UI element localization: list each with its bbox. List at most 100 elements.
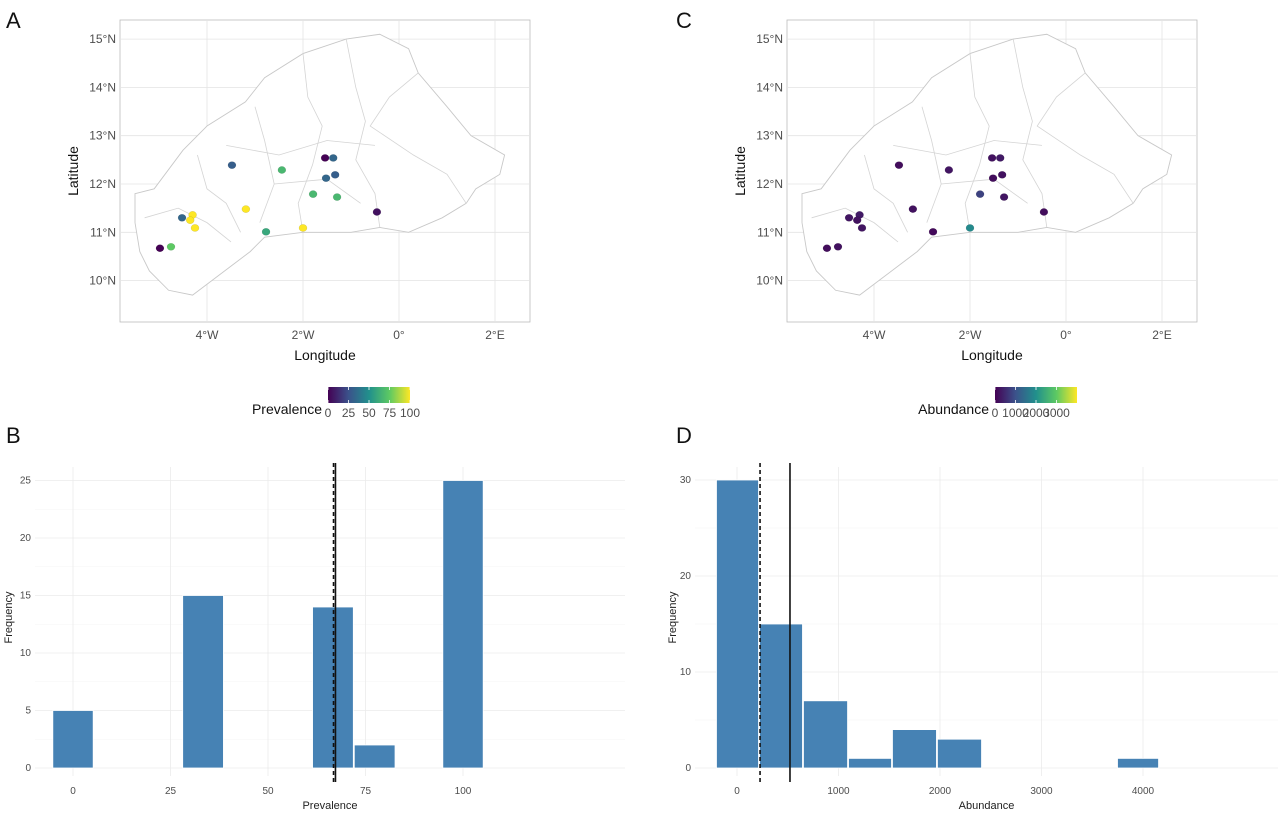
data-point <box>330 170 340 179</box>
y-tick-label: 13°N <box>756 129 783 143</box>
x-tick-label: 25 <box>165 786 177 797</box>
colorbar-tick-label: 25 <box>342 406 356 420</box>
histogram-bar <box>848 758 892 769</box>
y-tick-label: 15°N <box>756 32 783 46</box>
y-tick-label: 10°N <box>89 274 116 288</box>
x-tick-label: 1000 <box>827 786 850 797</box>
data-point <box>928 227 938 236</box>
data-point <box>185 216 195 225</box>
map-abundance: 4°W 2°W 0° 2°E 10°N 11°N 12°N 13°N 14°N 15°N Longi… <box>732 19 1198 420</box>
y-tick-label: 15°N <box>89 32 116 46</box>
histogram-bar <box>937 738 982 769</box>
x-tick-label: 0 <box>734 786 740 797</box>
histogram-bar <box>892 729 937 769</box>
colorbar-tick-label: 1000 <box>1002 406 1029 420</box>
data-point <box>852 216 862 225</box>
x-tick-label: 2°W <box>292 328 315 342</box>
data-point <box>894 161 904 170</box>
y-tick-label: 15 <box>20 591 32 602</box>
region-boundary <box>964 53 990 233</box>
data-point <box>241 205 251 213</box>
legend-title: Prevalence <box>252 401 322 417</box>
data-point <box>944 166 954 174</box>
data-point <box>308 190 318 198</box>
data-point <box>166 242 176 251</box>
legend-title: Abundance <box>918 401 989 417</box>
data-point <box>997 170 1007 179</box>
data-point <box>833 242 843 251</box>
histogram-bar <box>442 480 484 769</box>
histogram-bar <box>759 623 803 769</box>
colorbar-tick-label: 3000 <box>1043 406 1070 420</box>
x-tick-label: 2000 <box>929 786 952 797</box>
x-axis-title: Longitude <box>961 347 1023 363</box>
region-boundary <box>345 39 381 228</box>
y-tick-label: 0 <box>25 763 31 774</box>
data-point <box>177 213 187 222</box>
colorbar-tick-label: 75 <box>383 406 397 420</box>
colorbar <box>328 387 410 403</box>
y-tick-label: 14°N <box>756 80 783 94</box>
data-point <box>190 224 200 232</box>
data-point <box>1039 208 1049 216</box>
x-axis-title: Longitude <box>294 347 356 363</box>
y-tick-label: 20 <box>20 533 32 544</box>
y-tick-label: 10 <box>20 648 32 659</box>
y-tick-label: 10°N <box>756 274 783 288</box>
data-point <box>321 174 331 183</box>
x-tick-label: 3000 <box>1030 786 1053 797</box>
region-boundary <box>864 154 908 233</box>
x-tick-label: 4°W <box>863 328 886 342</box>
region-boundary <box>197 154 241 233</box>
data-point <box>844 213 854 222</box>
region-boundary <box>254 106 275 223</box>
x-tick-label: 2°E <box>485 328 504 342</box>
x-tick-label: 0° <box>393 328 405 342</box>
histogram-bar <box>353 744 396 769</box>
colorbar-tick-label: 0 <box>992 406 999 420</box>
x-axis-title: Prevalence <box>302 800 357 812</box>
panel-label-b: B <box>6 423 21 448</box>
y-tick-label: 20 <box>680 571 692 582</box>
data-point <box>320 154 330 162</box>
y-axis-title: Latitude <box>65 146 81 196</box>
data-point <box>155 244 165 253</box>
x-tick-label: 2°W <box>959 328 982 342</box>
region-boundary <box>1012 39 1048 228</box>
histogram-bar <box>803 700 848 769</box>
data-point <box>857 224 867 232</box>
x-tick-label: 4000 <box>1132 786 1155 797</box>
histogram-abundance: 0 10 20 30 0 1000 2000 3000 4000 Abundance Frequen… <box>667 463 1278 812</box>
y-tick-label: 25 <box>20 476 32 487</box>
data-point <box>277 166 287 174</box>
data-point <box>987 154 997 162</box>
data-point <box>298 224 308 232</box>
x-tick-label: 2°E <box>1152 328 1171 342</box>
data-point <box>995 154 1005 162</box>
region-boundary <box>369 72 467 204</box>
data-point <box>988 174 998 183</box>
data-point <box>965 224 975 232</box>
panel-label-d: D <box>676 423 692 448</box>
region-boundary <box>1036 72 1134 204</box>
x-tick-label: 100 <box>455 786 472 797</box>
histogram-bar <box>52 710 94 769</box>
data-point <box>999 193 1009 201</box>
colorbar-tick-label: 100 <box>400 406 420 420</box>
y-tick-label: 0 <box>685 763 691 774</box>
colorbar-tick-label: 50 <box>362 406 376 420</box>
y-tick-label: 10 <box>680 667 692 678</box>
y-axis-title: Frequency <box>667 591 679 643</box>
data-point <box>908 205 918 213</box>
x-tick-label: 4°W <box>196 328 219 342</box>
histogram-bar <box>1117 758 1159 769</box>
colorbar <box>995 387 1077 403</box>
histogram-bar <box>716 479 759 769</box>
colorbar-tick-label: 0 <box>325 406 332 420</box>
histogram-bar <box>182 595 224 769</box>
data-point <box>328 154 338 162</box>
y-tick-label: 11°N <box>757 225 783 239</box>
map-prevalence: 4°W 2°W 0° 2°E 10°N 11°N 12°N 13°N 14°N 15°N Longi… <box>65 19 531 420</box>
x-axis-title: Abundance <box>959 800 1015 812</box>
